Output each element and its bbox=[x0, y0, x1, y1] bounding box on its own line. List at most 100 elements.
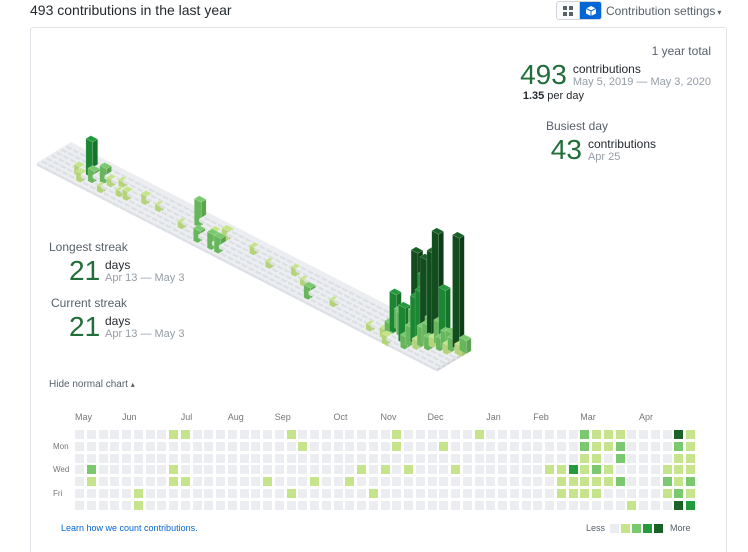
contribution-day[interactable] bbox=[345, 501, 354, 510]
contribution-day[interactable] bbox=[181, 430, 190, 439]
contribution-day[interactable] bbox=[169, 442, 178, 451]
contribution-day[interactable] bbox=[310, 454, 319, 463]
contribution-day[interactable] bbox=[498, 454, 507, 463]
contribution-day[interactable] bbox=[75, 454, 84, 463]
contribution-day[interactable] bbox=[486, 430, 495, 439]
contribution-day[interactable] bbox=[663, 454, 672, 463]
contribution-day[interactable] bbox=[369, 430, 378, 439]
contribution-day[interactable] bbox=[439, 501, 448, 510]
contribution-day[interactable] bbox=[369, 489, 378, 498]
contribution-day[interactable] bbox=[134, 477, 143, 486]
contribution-day[interactable] bbox=[134, 489, 143, 498]
contribution-day[interactable] bbox=[357, 430, 366, 439]
contribution-day[interactable] bbox=[87, 430, 96, 439]
contribution-day[interactable] bbox=[486, 454, 495, 463]
contribution-day[interactable] bbox=[181, 454, 190, 463]
contribution-day[interactable] bbox=[310, 501, 319, 510]
contribution-day[interactable] bbox=[228, 430, 237, 439]
contribution-day[interactable] bbox=[486, 501, 495, 510]
contribution-day[interactable] bbox=[604, 501, 613, 510]
contribution-day[interactable] bbox=[392, 477, 401, 486]
contribution-day[interactable] bbox=[463, 430, 472, 439]
contribution-day[interactable] bbox=[87, 489, 96, 498]
contribution-day[interactable] bbox=[569, 430, 578, 439]
contribution-day[interactable] bbox=[627, 501, 636, 510]
contribution-day[interactable] bbox=[157, 430, 166, 439]
contribution-day[interactable] bbox=[75, 465, 84, 474]
contribution-day[interactable] bbox=[110, 489, 119, 498]
contribution-day[interactable] bbox=[604, 442, 613, 451]
contribution-day[interactable] bbox=[475, 501, 484, 510]
contribution-day[interactable] bbox=[533, 501, 542, 510]
contribution-day[interactable] bbox=[287, 442, 296, 451]
contribution-day[interactable] bbox=[287, 454, 296, 463]
contribution-day[interactable] bbox=[251, 489, 260, 498]
contribution-day[interactable] bbox=[287, 501, 296, 510]
contribution-day[interactable] bbox=[498, 477, 507, 486]
contribution-day[interactable] bbox=[639, 430, 648, 439]
contribution-day[interactable] bbox=[451, 430, 460, 439]
contribution-day[interactable] bbox=[463, 501, 472, 510]
contribution-day[interactable] bbox=[204, 489, 213, 498]
contribution-day[interactable] bbox=[674, 454, 683, 463]
contribution-day[interactable] bbox=[627, 430, 636, 439]
contribution-day[interactable] bbox=[157, 489, 166, 498]
contribution-day[interactable] bbox=[193, 430, 202, 439]
contribution-day[interactable] bbox=[604, 430, 613, 439]
contribution-day[interactable] bbox=[639, 489, 648, 498]
contribution-day[interactable] bbox=[404, 430, 413, 439]
contribution-day[interactable] bbox=[298, 501, 307, 510]
contribution-day[interactable] bbox=[193, 489, 202, 498]
contribution-day[interactable] bbox=[651, 454, 660, 463]
contribution-day[interactable] bbox=[263, 465, 272, 474]
contribution-day[interactable] bbox=[228, 477, 237, 486]
contribution-day[interactable] bbox=[545, 477, 554, 486]
contribution-day[interactable] bbox=[193, 477, 202, 486]
contribution-day[interactable] bbox=[110, 477, 119, 486]
contribution-day[interactable] bbox=[334, 430, 343, 439]
contribution-day[interactable] bbox=[310, 465, 319, 474]
contribution-day[interactable] bbox=[204, 454, 213, 463]
contribution-day[interactable] bbox=[345, 465, 354, 474]
contribution-day[interactable] bbox=[75, 501, 84, 510]
contribution-day[interactable] bbox=[334, 501, 343, 510]
contribution-day[interactable] bbox=[345, 454, 354, 463]
contribution-day[interactable] bbox=[592, 465, 601, 474]
contribution-day[interactable] bbox=[251, 454, 260, 463]
contribution-day[interactable] bbox=[345, 430, 354, 439]
contribution-day[interactable] bbox=[592, 442, 601, 451]
contribution-settings-dropdown[interactable]: Contribution settings ▾ bbox=[606, 4, 721, 18]
contribution-day[interactable] bbox=[522, 442, 531, 451]
contribution-day[interactable] bbox=[334, 477, 343, 486]
contribution-day[interactable] bbox=[475, 489, 484, 498]
contribution-day[interactable] bbox=[275, 430, 284, 439]
contribution-day[interactable] bbox=[122, 477, 131, 486]
contribution-day[interactable] bbox=[522, 477, 531, 486]
contribution-day[interactable] bbox=[580, 442, 589, 451]
contribution-day[interactable] bbox=[533, 465, 542, 474]
contribution-day[interactable] bbox=[510, 477, 519, 486]
contribution-day[interactable] bbox=[275, 465, 284, 474]
contribution-day[interactable] bbox=[334, 454, 343, 463]
contribution-day[interactable] bbox=[263, 501, 272, 510]
contribution-day[interactable] bbox=[87, 501, 96, 510]
contribution-day[interactable] bbox=[439, 477, 448, 486]
contribution-day[interactable] bbox=[686, 489, 695, 498]
contribution-day[interactable] bbox=[216, 489, 225, 498]
contribution-day[interactable] bbox=[580, 501, 589, 510]
contribution-day[interactable] bbox=[580, 477, 589, 486]
contribution-day[interactable] bbox=[87, 442, 96, 451]
learn-contributions-link[interactable]: Learn how we count contributions. bbox=[61, 523, 198, 533]
contribution-day[interactable] bbox=[381, 454, 390, 463]
contribution-day[interactable] bbox=[439, 454, 448, 463]
contribution-day[interactable] bbox=[240, 465, 249, 474]
contribution-day[interactable] bbox=[616, 501, 625, 510]
contribution-day[interactable] bbox=[369, 465, 378, 474]
contribution-day[interactable] bbox=[557, 430, 566, 439]
contribution-day[interactable] bbox=[639, 442, 648, 451]
contribution-day[interactable] bbox=[181, 442, 190, 451]
contribution-day[interactable] bbox=[334, 465, 343, 474]
contribution-day[interactable] bbox=[533, 442, 542, 451]
isometric-view-button[interactable] bbox=[579, 2, 601, 19]
contribution-day[interactable] bbox=[451, 465, 460, 474]
